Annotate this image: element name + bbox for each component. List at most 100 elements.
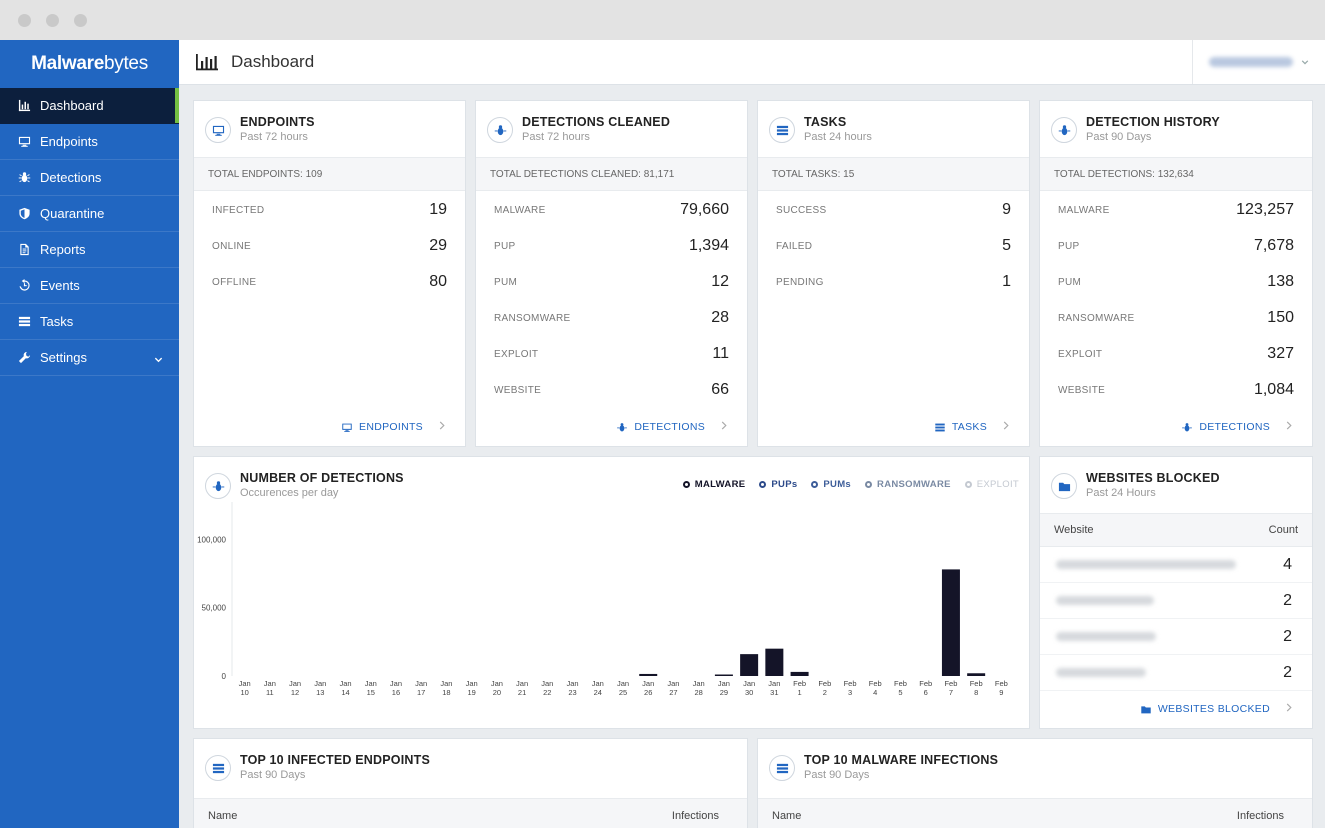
stat-row-exploit[interactable]: EXPLOIT 327 [1058,336,1294,372]
stat-label: PUP [494,240,516,252]
stat-value: 19 [429,201,447,218]
table-row[interactable]: 2 [1040,619,1312,655]
legend-item-pups[interactable]: PUPs [759,479,797,490]
stat-row-online[interactable]: ONLINE 29 [212,228,447,264]
x-tick-label: Jan [516,679,528,688]
stat-value: 11 [712,345,729,362]
sidebar-item-quarantine[interactable]: Quarantine [0,196,179,232]
card-title: TASKS [804,115,847,129]
endpoints-link[interactable]: ENDPOINTS [341,421,445,433]
x-tick-label: Jan [239,679,251,688]
tasks-icon [18,315,40,328]
x-tick-label: Jan [264,679,276,688]
table-row[interactable]: 4 [1040,547,1312,583]
stat-value: 12 [711,273,729,290]
sidebar-item-tasks[interactable]: Tasks [0,304,179,340]
card-subtitle: Past 72 hours [522,131,590,143]
stat-label: OFFLINE [212,276,257,288]
stat-row-success[interactable]: SUCCESS 9 [776,192,1011,228]
stat-value: 79,660 [680,201,729,218]
column-header-infections[interactable]: Infections [671,809,719,822]
window-minimize-button[interactable] [46,14,59,27]
stat-row-pum[interactable]: PUM 12 [494,264,729,300]
legend-label: RANSOMWARE [877,479,951,490]
website-count: 2 [1283,627,1292,645]
stat-row-exploit[interactable]: EXPLOIT 11 [494,336,729,372]
sidebar-item-dashboard[interactable]: Dashboard [0,88,179,124]
legend-item-pums[interactable]: PUMs [811,479,851,490]
websites-blocked-link[interactable]: WEBSITES BLOCKED [1140,703,1292,715]
legend-item-malware[interactable]: MALWARE [682,479,746,490]
stat-row-infected[interactable]: INFECTED 19 [212,192,447,228]
stat-row-pup[interactable]: PUP 7,678 [1058,228,1294,264]
legend-item-exploit[interactable]: EXPLOIT [964,479,1019,490]
window-close-button[interactable] [18,14,31,27]
stat-label: SUCCESS [776,204,827,216]
window-zoom-button[interactable] [74,14,87,27]
website-count: 2 [1283,663,1292,681]
detections-link[interactable]: DETECTIONS [616,421,727,433]
column-header-count[interactable]: Count [1268,524,1298,536]
stat-label: WEBSITE [1058,384,1106,396]
x-tick-label: Jan [415,679,427,688]
x-tick-label: 15 [367,688,375,697]
card-subtitle: Past 24 hours [804,131,872,143]
stat-row-website[interactable]: WEBSITE 1,084 [1058,372,1294,408]
stat-row-pending[interactable]: PENDING 1 [776,264,1011,300]
chevron-down-icon [154,352,163,367]
stat-row-failed[interactable]: FAILED 5 [776,228,1011,264]
column-header-name[interactable]: Name [208,809,238,822]
bar-chart-icon [18,99,40,112]
x-tick-label: 31 [770,688,778,697]
stat-row-website[interactable]: WEBSITE 66 [494,372,729,408]
legend-marker [964,481,972,488]
column-header-infections[interactable]: Infections [1236,809,1284,822]
table-row[interactable]: 2 [1040,583,1312,619]
user-menu[interactable] [1192,40,1325,84]
link-label: WEBSITES BLOCKED [1157,703,1270,715]
x-tick-label: 23 [568,688,576,697]
column-header-website[interactable]: Website [1054,524,1094,536]
sidebar-item-settings[interactable]: Settings [0,340,179,376]
stat-row-ransomware[interactable]: RANSOMWARE 150 [1058,300,1294,336]
card-subtitle: Past 90 Days [1086,131,1152,143]
website-url-redacted [1056,596,1154,605]
x-tick-label: Jan [693,679,705,688]
stat-row-malware[interactable]: MALWARE 123,257 [1058,192,1294,228]
stat-value: 327 [1267,345,1294,362]
sidebar-item-endpoints[interactable]: Endpoints [0,124,179,160]
tasks-icon [769,755,795,781]
x-tick-label: 16 [392,688,400,697]
stat-row-offline[interactable]: OFFLINE 80 [212,264,447,300]
detections-bar-chart: 050,000100,000Jan10Jan11Jan12Jan13Jan14J… [197,502,1008,697]
x-tick-label: Feb [844,679,857,688]
chevron-right-icon [439,421,445,433]
legend-item-ransomware[interactable]: RANSOMWARE [865,479,951,490]
card-title: ENDPOINTS [240,115,315,129]
sidebar-item-events[interactable]: Events [0,268,179,304]
x-tick-label: Jan [440,679,452,688]
detections-link[interactable]: DETECTIONS [1181,421,1292,433]
tasks-link[interactable]: TASKS [934,421,1009,433]
x-tick-label: Jan [592,679,604,688]
stat-row-pum[interactable]: PUM 138 [1058,264,1294,300]
malwarebytes-logo[interactable]: Malware bytes [0,40,179,88]
bug-icon [617,422,628,431]
stat-row-pup[interactable]: PUP 1,394 [494,228,729,264]
y-tick-label: 50,000 [202,604,227,613]
chart-bar-jan-30 [740,654,759,676]
column-header-name[interactable]: Name [772,809,802,822]
tasks-icon [935,423,945,431]
sidebar-item-label: Events [40,278,80,293]
x-tick-label: 19 [467,688,475,697]
sidebar-item-detections[interactable]: Detections [0,160,179,196]
table-row[interactable]: 2 [1040,655,1312,691]
stat-label: FAILED [776,240,813,252]
stat-row-ransomware[interactable]: RANSOMWARE 28 [494,300,729,336]
x-tick-label: Jan [743,679,755,688]
stat-row-malware[interactable]: MALWARE 79,660 [494,192,729,228]
bug-icon [205,473,231,499]
sidebar-item-reports[interactable]: Reports [0,232,179,268]
stat-value: 1,084 [1253,381,1294,398]
website-url-redacted [1056,668,1146,677]
